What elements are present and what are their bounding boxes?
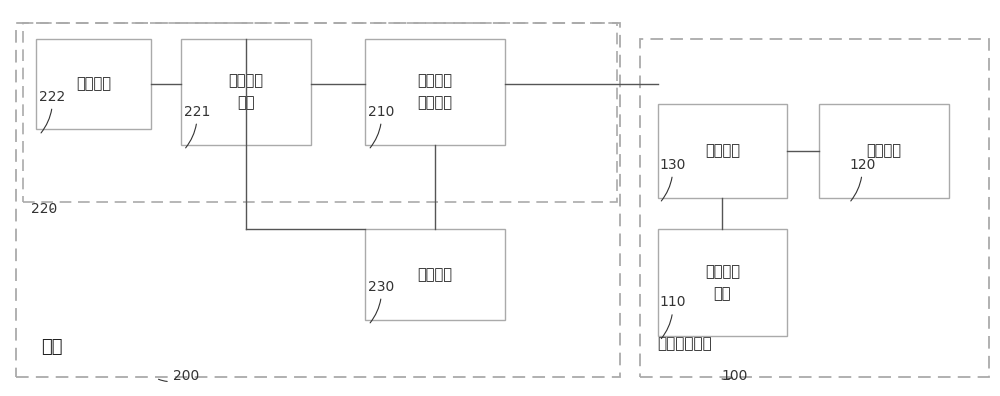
Text: 220: 220: [31, 202, 58, 216]
Text: 调谐单元: 调谐单元: [705, 143, 740, 158]
Text: 外接天线
接口单元: 外接天线 接口单元: [418, 73, 453, 110]
Bar: [658, 104, 787, 198]
Text: 120: 120: [849, 158, 875, 201]
Text: 天线单元: 天线单元: [866, 143, 901, 158]
Text: 221: 221: [184, 105, 210, 148]
Bar: [365, 229, 505, 320]
Bar: [658, 229, 787, 336]
Bar: [16, 23, 620, 377]
Text: 210: 210: [368, 105, 395, 148]
Text: 控制单元: 控制单元: [418, 267, 453, 282]
Bar: [640, 39, 989, 377]
Text: 外接天线装置: 外接天线装置: [658, 336, 712, 351]
Bar: [36, 39, 151, 129]
Text: 222: 222: [39, 89, 66, 133]
Text: 110: 110: [660, 295, 686, 339]
Text: 130: 130: [660, 158, 686, 201]
Text: 目标无线
单元: 目标无线 单元: [228, 73, 263, 110]
Bar: [23, 23, 617, 202]
Bar: [181, 39, 311, 145]
Bar: [819, 104, 949, 198]
Text: 内置天线: 内置天线: [76, 76, 111, 91]
Text: 200: 200: [158, 369, 199, 383]
Text: 终端: 终端: [41, 339, 63, 356]
Text: 230: 230: [368, 280, 395, 323]
Text: 100: 100: [721, 369, 748, 383]
Text: 终端接口
单元: 终端接口 单元: [705, 264, 740, 301]
Bar: [365, 39, 505, 145]
